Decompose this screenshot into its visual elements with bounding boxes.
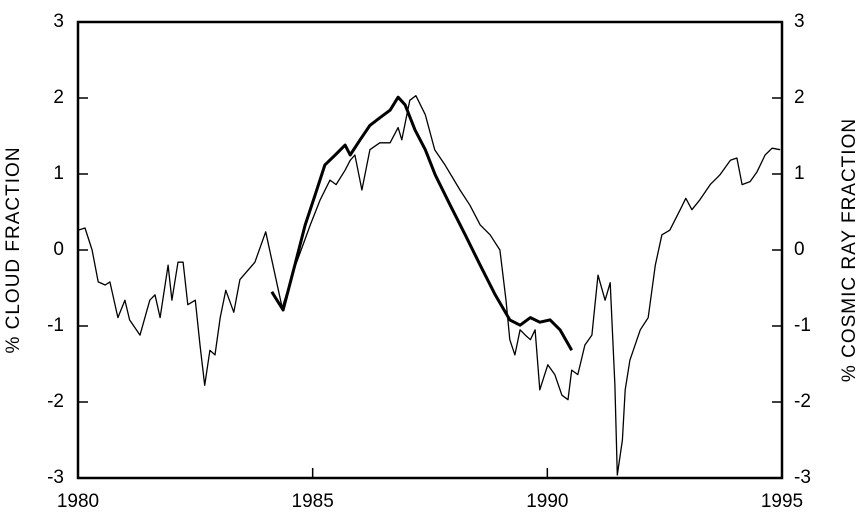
y2-axis-label: % COSMIC RAY FRACTION xyxy=(839,118,860,382)
y-tick-label: -3 xyxy=(47,467,64,488)
y-tick-label: -2 xyxy=(47,391,64,412)
y-tick-label: 1 xyxy=(53,163,64,184)
y2-tick-label: 3 xyxy=(794,11,805,32)
y-axis-label: % CLOUD FRACTION xyxy=(3,146,24,353)
y-tick-label: 2 xyxy=(53,87,64,108)
y-tick-label: 0 xyxy=(53,239,64,260)
x-tick-label: 1985 xyxy=(292,491,334,512)
x-tick-label: 1990 xyxy=(526,491,568,512)
y-tick-label: -1 xyxy=(47,315,64,336)
y2-tick-label: -1 xyxy=(794,315,811,336)
data-line xyxy=(270,95,574,352)
data-line xyxy=(77,95,781,476)
y2-tick-label: -3 xyxy=(794,467,811,488)
y2-tick-label: 0 xyxy=(794,239,805,260)
y2-tick-label: 2 xyxy=(794,87,805,108)
x-tick-label: 1995 xyxy=(761,491,803,512)
y2-tick-label: -2 xyxy=(794,391,811,412)
y2-tick-label: 1 xyxy=(794,163,805,184)
plot-frame xyxy=(76,20,784,480)
x-tick-label: 1980 xyxy=(57,491,99,512)
y-tick-label: 3 xyxy=(53,11,64,32)
